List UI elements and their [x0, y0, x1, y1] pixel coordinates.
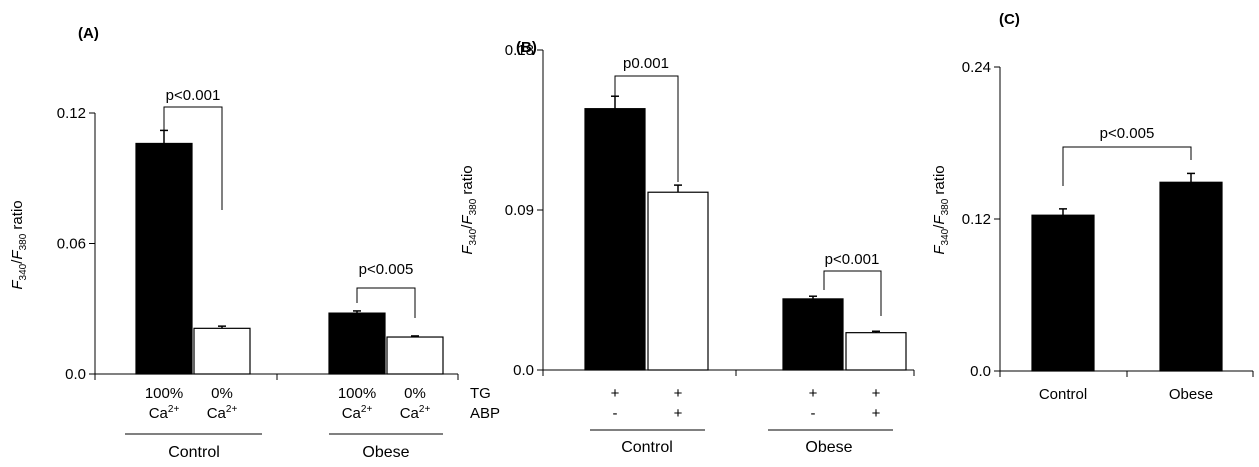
svg-text:F340/F380 ratio: F340/F380 ratio — [9, 200, 29, 289]
panel-b-group-control: Control — [621, 439, 673, 456]
svg-text:F340/F380 ratio: F340/F380 ratio — [459, 165, 479, 254]
y-tick-label: 0.12 — [962, 211, 991, 228]
bar — [193, 327, 251, 375]
panel-a-bracket-control — [163, 106, 223, 210]
panel-a-label: (A) — [78, 25, 99, 42]
panel-c-bars — [1031, 172, 1223, 372]
panel-a-bar-label-line2: Ca2+ — [149, 404, 180, 422]
panel-a-pvalue-obese: p<0.005 — [359, 261, 414, 278]
panel-b-row-label-tg: TG — [470, 385, 491, 402]
panel-c-category-control: Control — [1039, 386, 1087, 403]
panel-b-y-ticks: 0.0 0.09 0.18 — [505, 42, 543, 379]
bar — [386, 336, 444, 375]
panel-c-y-ticks: 0.0 0.12 0.24 — [962, 59, 1000, 380]
panel-a-bars — [135, 129, 444, 375]
panel-a-bar-label-line2: Ca2+ — [400, 404, 431, 422]
panel-b-label: (B) — [516, 39, 537, 56]
panel-a-group-obese: Obese — [362, 444, 409, 461]
panel-a-bracket-obese — [356, 287, 416, 318]
panel-a-bar-label-line1: 100% — [338, 385, 376, 402]
panel-b-abp-mark: + — [674, 405, 683, 422]
bar — [135, 142, 193, 375]
panel-b-abp-mark: - — [613, 405, 618, 422]
panel-b-row-label-abp: ABP — [470, 405, 500, 422]
y-tick-label: 0.0 — [513, 362, 534, 379]
panel-b-group-obese: Obese — [805, 439, 852, 456]
bar — [584, 108, 646, 371]
panel-a-y-ticks: 0.0 0.06 0.12 — [57, 105, 95, 383]
panel-b: (B) F340/F380 ratio 0.0 0.09 0.18 p0.001 p… — [459, 39, 915, 456]
panel-c: (C) F340/F380 ratio 0.00.120.24 p<0.005 … — [931, 11, 1254, 403]
panel-b-pvalue-control: p0.001 — [623, 55, 669, 72]
panel-b-y-axis-label: F340/F380 ratio — [459, 165, 479, 254]
bar — [647, 191, 709, 371]
svg-text:F340/F380 ratio: F340/F380 ratio — [931, 165, 951, 254]
panel-a-bar-label-line2: Ca2+ — [207, 404, 238, 422]
y-tick-label: 0.0 — [970, 363, 991, 380]
bar — [328, 312, 386, 375]
panel-b-pvalue-obese: p<0.001 — [825, 251, 880, 268]
panel-b-tg-mark: + — [611, 385, 620, 402]
panel-a-pvalue-control: p<0.001 — [166, 87, 221, 104]
panel-c-category-obese: Obese — [1169, 386, 1213, 403]
panel-b-abp-mark: + — [872, 405, 881, 422]
panel-c-y-axis-label: F340/F380 ratio — [931, 165, 951, 254]
y-tick-label: 0.09 — [505, 202, 534, 219]
panel-b-bracket-control — [614, 75, 679, 182]
panel-b-tg-mark: + — [809, 385, 818, 402]
y-tick-label: 0.18 — [505, 42, 534, 59]
panel-a-bar-label-line1: 0% — [211, 385, 233, 402]
panel-a-y-axis-label: F340/F380 ratio — [9, 200, 29, 289]
y-tick-label: 0.06 — [57, 236, 86, 253]
panel-b-bracket-obese — [823, 270, 882, 316]
panel-c-label: (C) — [999, 11, 1020, 28]
panel-b-bars — [584, 95, 907, 371]
panel-a-bar-label-line1: 0% — [404, 385, 426, 402]
y-tick-label: 0.24 — [962, 59, 991, 76]
panel-a-group-control: Control — [168, 444, 220, 461]
panel-a-bar-label-line1: 100% — [145, 385, 183, 402]
bar — [782, 298, 844, 371]
panel-a: (A) F340/F380 ratio 0.00.060.12 p<0.001 … — [9, 25, 459, 461]
bar — [1159, 181, 1223, 372]
panel-a-bar-label-line2: Ca2+ — [342, 404, 373, 422]
panel-c-pvalue: p<0.005 — [1100, 125, 1155, 142]
bar — [845, 332, 907, 371]
y-tick-label: 0.0 — [65, 366, 86, 383]
panel-c-bracket — [1062, 146, 1192, 186]
bar — [1031, 214, 1095, 372]
panel-b-abp-mark: - — [811, 405, 816, 422]
panel-b-tg-mark: + — [872, 385, 881, 402]
panel-b-tg-mark: + — [674, 385, 683, 402]
y-tick-label: 0.12 — [57, 105, 86, 122]
